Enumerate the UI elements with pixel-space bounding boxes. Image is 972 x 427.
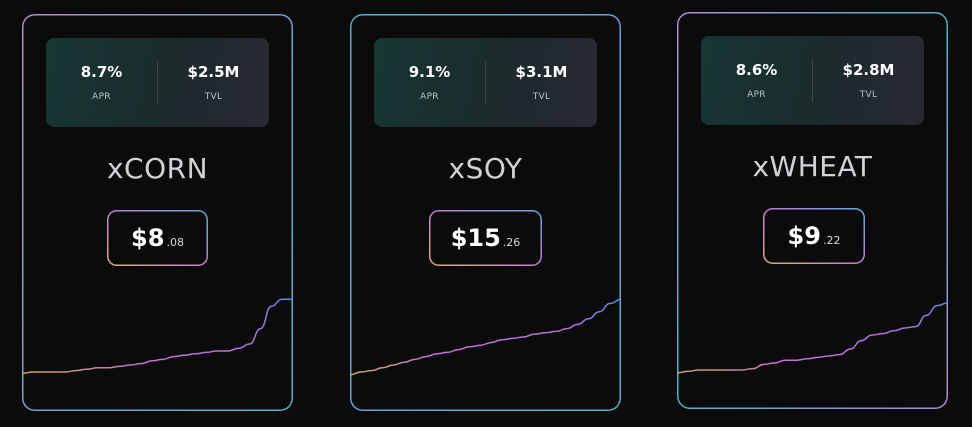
stats-divider (812, 60, 813, 102)
tvl-label: TVL (859, 90, 878, 100)
tvl-stat: $2.8M TVL (813, 36, 924, 125)
stats-panel: 8.6% APR $2.8M TVL (701, 36, 924, 125)
tvl-value: $2.8M (842, 61, 895, 79)
price-decimal: .08 (166, 236, 184, 249)
apr-stat: 8.7% APR (46, 38, 157, 127)
sparkline-path (350, 298, 621, 376)
tvl-value: $2.5M (187, 63, 240, 81)
price-border (107, 210, 208, 266)
token-name: xWHEAT (752, 150, 873, 183)
apr-label: APR (420, 92, 439, 102)
tvl-label: TVL (204, 92, 223, 102)
apr-label: APR (747, 90, 766, 100)
price-button[interactable]: $9.22 (763, 208, 865, 264)
tvl-value: $3.1M (515, 63, 568, 81)
price-sparkline (677, 302, 948, 374)
apr-value: 8.7% (80, 63, 123, 81)
pool-card-xsoy[interactable]: 9.1% APR $3.1M TVL xSOY $15.26 (350, 14, 621, 411)
price-button[interactable]: $8.08 (107, 210, 208, 266)
stats-divider (485, 62, 486, 104)
price-sparkline (350, 298, 621, 376)
price-decimal: .22 (822, 234, 841, 247)
price-text: $9.22 (763, 208, 865, 264)
apr-stat: 9.1% APR (374, 38, 485, 127)
price-text: $8.08 (107, 210, 208, 266)
apr-stat: 8.6% APR (701, 36, 812, 125)
pool-card-xwheat[interactable]: 8.6% APR $2.8M TVL xWHEAT $9.22 (677, 12, 948, 409)
token-name: xSOY (448, 152, 523, 185)
apr-value: 8.6% (735, 61, 778, 79)
price-border (763, 208, 865, 264)
price-integer: $8 (131, 224, 165, 252)
price-border (429, 210, 542, 266)
stats-panel: 8.7% APR $2.5M TVL (46, 38, 269, 127)
apr-value: 9.1% (408, 63, 451, 81)
price-button[interactable]: $15.26 (429, 210, 542, 266)
price-text: $15.26 (429, 210, 542, 266)
price-integer: $15 (450, 224, 501, 252)
sparkline-path (677, 302, 948, 374)
apr-label: APR (92, 92, 111, 102)
sparkline-path (22, 298, 293, 375)
tvl-stat: $3.1M TVL (486, 38, 597, 127)
price-integer: $9 (787, 222, 821, 250)
tvl-stat: $2.5M TVL (158, 38, 269, 127)
token-name: xCORN (106, 152, 209, 185)
tvl-label: TVL (532, 92, 551, 102)
price-decimal: .26 (502, 236, 521, 249)
stats-panel: 9.1% APR $3.1M TVL (374, 38, 597, 127)
price-sparkline (22, 298, 293, 375)
pool-card-xcorn[interactable]: 8.7% APR $2.5M TVL xCORN $8.08 (22, 14, 293, 411)
stats-divider (157, 62, 158, 104)
